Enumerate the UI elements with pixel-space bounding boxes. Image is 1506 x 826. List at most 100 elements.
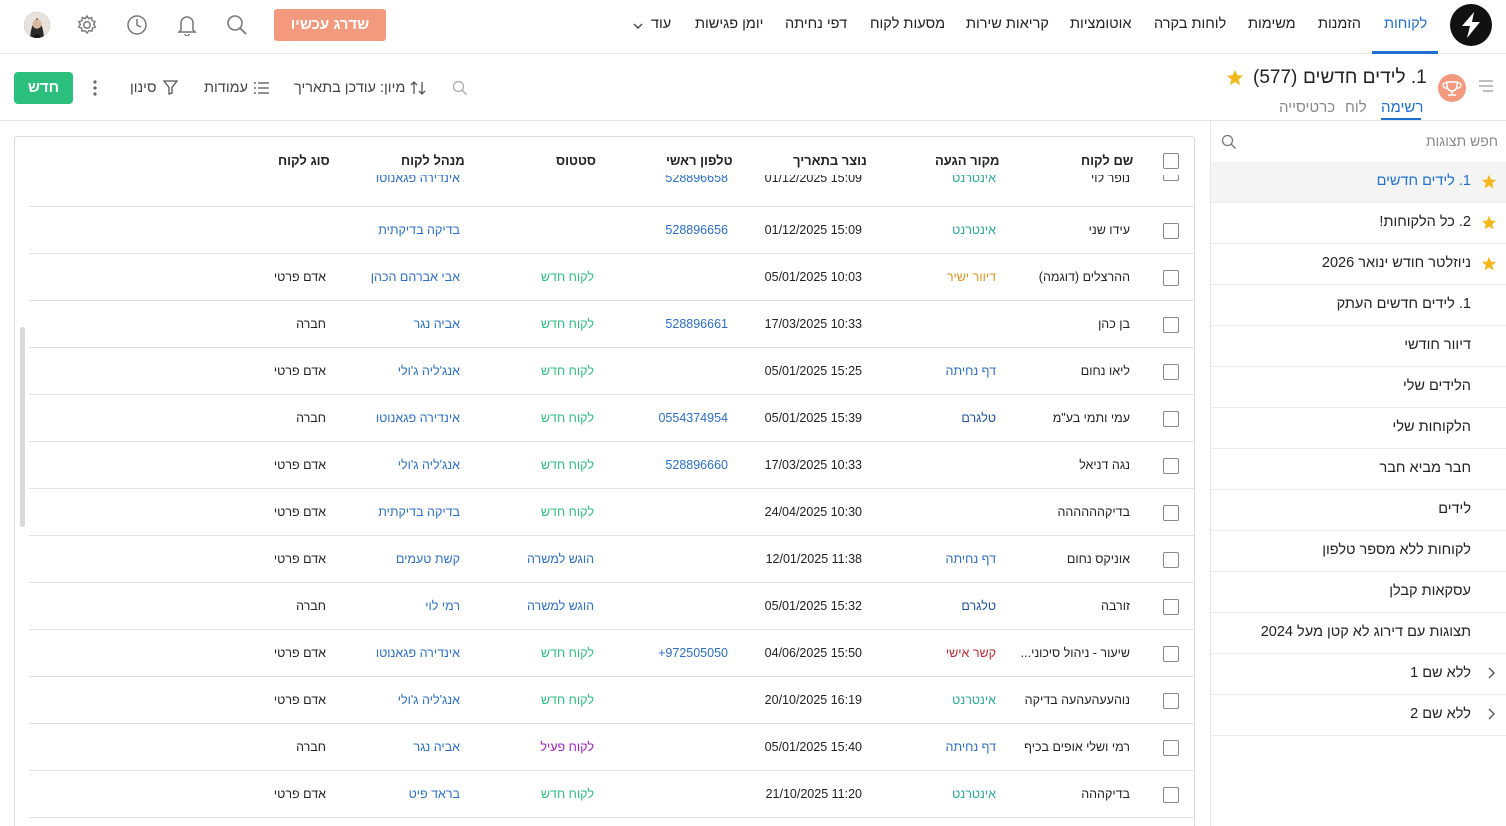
sort-button[interactable]: מיון: עודכן בתאריך [294, 80, 406, 96]
table-row[interactable]: ההרצלים (דוגמה) דיוור ישיר 10:03 05/01/202… [15, 254, 1194, 301]
col-header-status[interactable]: סטטוס [556, 153, 596, 168]
nav-item-service-calls[interactable]: קריאות שירות [966, 16, 1049, 32]
more-vertical-icon[interactable] [93, 80, 97, 96]
cell-manager[interactable]: אנג'ליה ג'ולי [397, 693, 460, 707]
row-checkbox[interactable] [1163, 175, 1179, 181]
sidebar-view-item[interactable]: 2. כל הלקוחות! [1211, 203, 1506, 244]
cell-manager[interactable]: אבי אברהם הכהן [370, 270, 460, 284]
cell-manager[interactable]: אינדירה פגאנוטו [375, 646, 460, 660]
views-search-input[interactable]: חפש תצוגות [1425, 133, 1498, 149]
nav-item-landing-pages[interactable]: דפי נחיתה [785, 16, 848, 32]
row-checkbox[interactable] [1163, 599, 1179, 615]
bell-icon[interactable] [176, 14, 198, 36]
search-icon[interactable] [226, 14, 248, 36]
cell-manager[interactable]: אביה נגר [413, 740, 460, 754]
nav-item-more[interactable]: עוד [651, 16, 672, 32]
sidebar-view-item[interactable]: עסקאות קבלן [1211, 572, 1506, 613]
cell-source[interactable]: דיוור ישיר [946, 270, 996, 284]
cell-manager[interactable]: אינדירה פגאנוטו [375, 411, 460, 425]
sidebar-view-item[interactable]: הלידים שלי [1211, 367, 1506, 408]
col-header-source[interactable]: מקור הגעה [935, 153, 1000, 168]
cell-manager[interactable]: בדיקה בדיקתית [378, 223, 460, 237]
select-all-checkbox[interactable] [1163, 153, 1179, 169]
filter-button[interactable]: סינון [130, 80, 157, 96]
funnel-icon[interactable] [163, 80, 178, 95]
row-checkbox[interactable] [1163, 646, 1179, 662]
sidebar-view-item[interactable]: דיוור חודשי [1211, 326, 1506, 367]
cell-manager[interactable]: אינדירה פגאנוטו [375, 175, 460, 185]
cell-manager[interactable]: בדיקה בדיקתית [378, 505, 460, 519]
cell-manager[interactable]: אנג'ליה ג'ולי [397, 364, 460, 378]
chevron-left-icon[interactable] [1487, 667, 1495, 679]
table-row[interactable]: זורבה טלגרם 15:32 05/01/2025 הוגש למשרה רמי … [15, 583, 1194, 630]
row-checkbox[interactable] [1163, 458, 1179, 474]
cell-source[interactable]: דף נחיתה [945, 552, 996, 566]
sidebar-view-item[interactable]: לידים [1211, 490, 1506, 531]
cell-manager[interactable]: קשת טעמים [395, 552, 460, 566]
tab-list[interactable]: רשימה [1381, 99, 1424, 116]
row-checkbox[interactable] [1163, 411, 1179, 427]
cell-phone[interactable]: 528896658 [665, 175, 728, 185]
cell-manager[interactable]: רמי לוי [425, 599, 460, 613]
sidebar-view-item[interactable]: לקוחות ללא מספר טלפון [1211, 531, 1506, 572]
upgrade-button[interactable]: שדרג עכשיו [274, 9, 386, 41]
cell-source[interactable]: דף נחיתה [945, 740, 996, 754]
table-row[interactable]: שיעור - ניהול סיכוני... קשר אישי 15:50 04/… [15, 630, 1194, 677]
table-row[interactable]: אוניקס נחום דף נחיתה 11:38 12/01/2025 הוגש … [15, 536, 1194, 583]
col-header-phone[interactable]: טלפון ראשי [666, 153, 733, 168]
sidebar-view-item[interactable]: ללא שם 1 [1211, 654, 1506, 695]
scrollbar[interactable] [20, 327, 25, 527]
row-checkbox[interactable] [1163, 787, 1179, 803]
col-header-manager[interactable]: מנהל לקוח [401, 153, 465, 168]
cell-phone[interactable]: 0554374954 [658, 411, 728, 425]
tab-cards[interactable]: כרטיסייה [1279, 99, 1336, 116]
nav-item-meeting-calendar[interactable]: יומן פגישות [695, 16, 764, 32]
cell-manager[interactable]: בראד פיט [408, 787, 460, 801]
tab-board[interactable]: לוח [1345, 99, 1367, 116]
cell-phone[interactable]: 528896661 [665, 317, 728, 331]
sidebar-view-item[interactable]: חבר מביא חבר [1211, 449, 1506, 490]
search-icon[interactable] [452, 80, 468, 96]
sort-arrows-icon[interactable] [410, 80, 426, 96]
row-checkbox[interactable] [1163, 693, 1179, 709]
nav-item-dashboards[interactable]: לוחות בקרה [1154, 16, 1227, 32]
nav-item-customers[interactable]: לקוחות [1384, 16, 1428, 32]
row-checkbox[interactable] [1163, 317, 1179, 333]
row-checkbox[interactable] [1163, 740, 1179, 756]
table-row[interactable]: נגה דניאל 10:33 17/03/2025 528896660 לקוח ח… [15, 442, 1194, 489]
cell-source[interactable]: אינטרנט [952, 175, 996, 185]
cell-manager[interactable]: אביה נגר [413, 317, 460, 331]
chevron-left-icon[interactable] [1487, 708, 1495, 720]
sidebar-view-item[interactable]: הלקוחות שלי [1211, 408, 1506, 449]
cell-source[interactable]: טלגרם [961, 599, 996, 613]
avatar[interactable] [24, 12, 50, 38]
cell-phone[interactable]: 972505050+ [658, 646, 728, 660]
sidebar-view-item[interactable]: תצוגות עם דירוג לא קטן מעל 2024 [1211, 613, 1506, 654]
menu-lines-icon[interactable] [1479, 80, 1493, 92]
cell-source[interactable]: דף נחיתה [945, 364, 996, 378]
cell-phone[interactable]: 528896656 [665, 223, 728, 237]
col-header-name[interactable]: שם לקוח [1081, 153, 1134, 168]
star-icon[interactable] [1226, 69, 1244, 87]
sidebar-view-item[interactable]: ניוזלטר חודש ינואר 2026 [1211, 244, 1506, 285]
star-icon[interactable] [1481, 215, 1497, 231]
columns-button[interactable]: עמודות [204, 80, 248, 96]
table-row[interactable]: בדיקהההההה 10:30 24/04/2025 לקוח חדש בדיקה … [15, 489, 1194, 536]
nav-item-automations[interactable]: אוטומציות [1070, 16, 1132, 32]
table-row[interactable]: בדיקההה אינטרנט 11:20 21/10/2025 לקוח חדש בר… [15, 771, 1194, 818]
bolt-logo-icon[interactable] [1450, 4, 1492, 46]
row-checkbox[interactable] [1163, 552, 1179, 568]
search-icon[interactable] [1221, 134, 1237, 150]
cell-source[interactable]: טלגרם [961, 411, 996, 425]
table-row[interactable]: נופר לוי אינטרנט 15:09 01/12/2025 528896658… [15, 175, 1194, 207]
table-row[interactable]: בן כהן 10:33 17/03/2025 528896661 לקוח חדש א… [15, 301, 1194, 348]
star-icon[interactable] [1481, 174, 1497, 190]
sidebar-view-item[interactable]: 1. לידים חדשים העתק [1211, 285, 1506, 326]
star-icon[interactable] [1481, 256, 1497, 272]
table-row[interactable]: רמי ושלי אופים בכיף דף נחיתה 15:40 05/01/2… [15, 724, 1194, 771]
table-row[interactable]: עמי ותמי בע"מ טלגרם 15:39 05/01/2025 055437… [15, 395, 1194, 442]
col-header-type[interactable]: סוג לקוח [278, 153, 330, 168]
nav-item-tasks[interactable]: משימות [1248, 16, 1296, 32]
cell-source[interactable]: אינטרנט [952, 693, 996, 707]
nav-item-orders[interactable]: הזמנות [1318, 16, 1361, 32]
